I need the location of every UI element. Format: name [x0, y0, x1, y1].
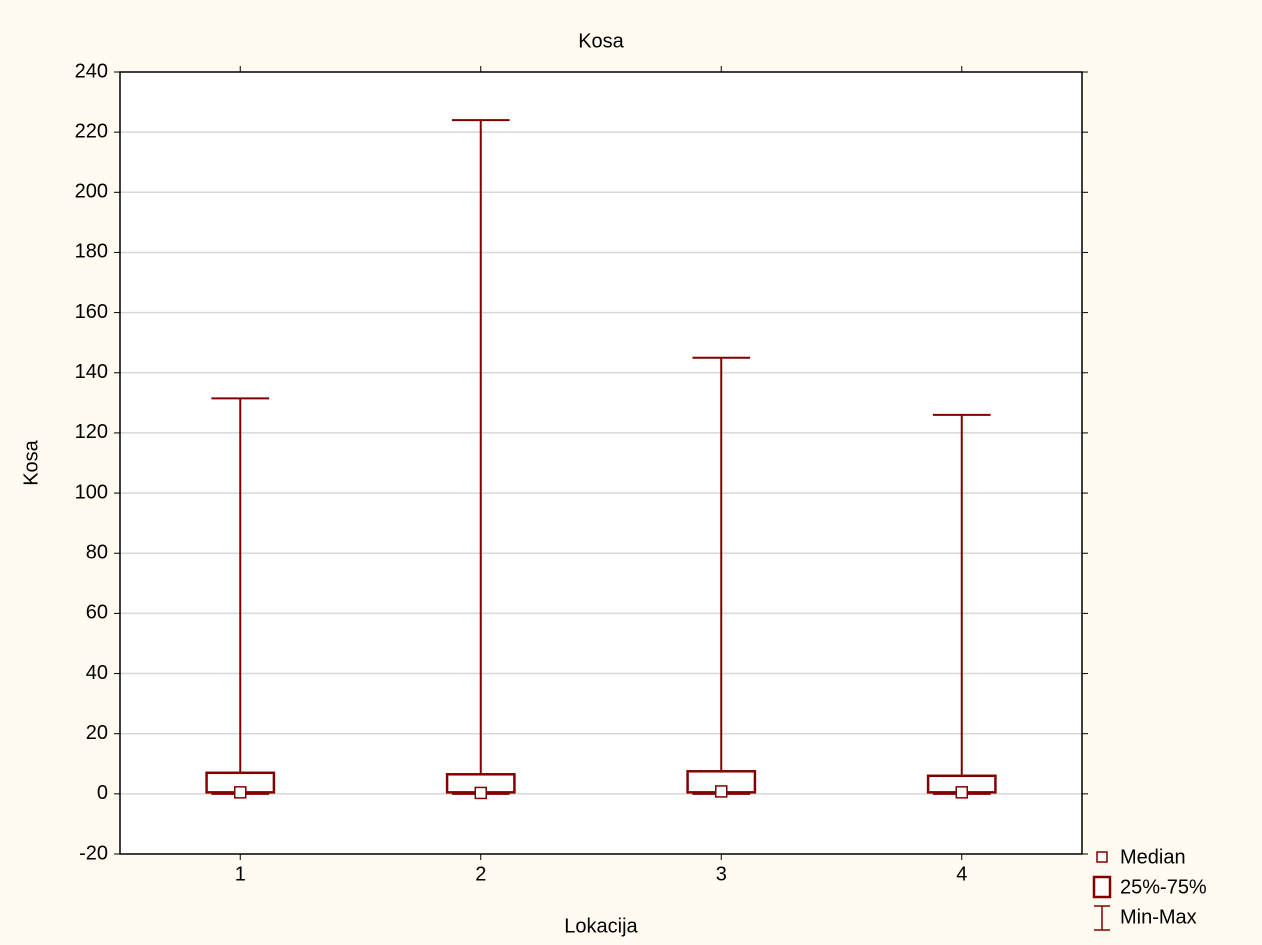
median	[955, 786, 968, 799]
x-axis-label: Lokacija	[564, 915, 638, 937]
median	[474, 786, 487, 800]
y-tick-label: 120	[75, 421, 108, 443]
y-tick-label: 140	[75, 361, 108, 383]
x-tick-label: 1	[235, 863, 246, 885]
y-tick-label: 200	[75, 181, 108, 203]
legend-label: 25%-75%	[1120, 876, 1207, 898]
x-tick-label: 4	[956, 863, 967, 885]
x-tick-label: 2	[475, 863, 486, 885]
y-tick-label: 100	[75, 481, 108, 503]
y-tick-label: 20	[86, 722, 108, 744]
y-tick-label: -20	[79, 842, 108, 864]
x-tick-label: 3	[716, 863, 727, 885]
legend-label: Min-Max	[1120, 906, 1197, 928]
plot-frame	[119, 71, 1083, 855]
y-tick-label: 60	[86, 602, 108, 624]
y-tick-label: 220	[75, 120, 108, 142]
chart-title: Kosa	[578, 30, 624, 52]
legend-box-icon	[1092, 875, 1112, 899]
median	[715, 785, 728, 798]
y-tick-label: 80	[86, 542, 108, 564]
plot-area	[120, 72, 1082, 854]
y-tick-label: 160	[75, 301, 108, 323]
y-axis-label: Kosa	[20, 439, 42, 485]
y-tick-label: 180	[75, 241, 108, 263]
legend-median-icon	[1096, 851, 1108, 863]
y-tick-label: 0	[97, 782, 108, 804]
y-tick-label: 40	[86, 662, 108, 684]
y-tick-label: 240	[75, 60, 108, 82]
median	[234, 786, 247, 799]
legend-label: Median	[1120, 846, 1186, 868]
